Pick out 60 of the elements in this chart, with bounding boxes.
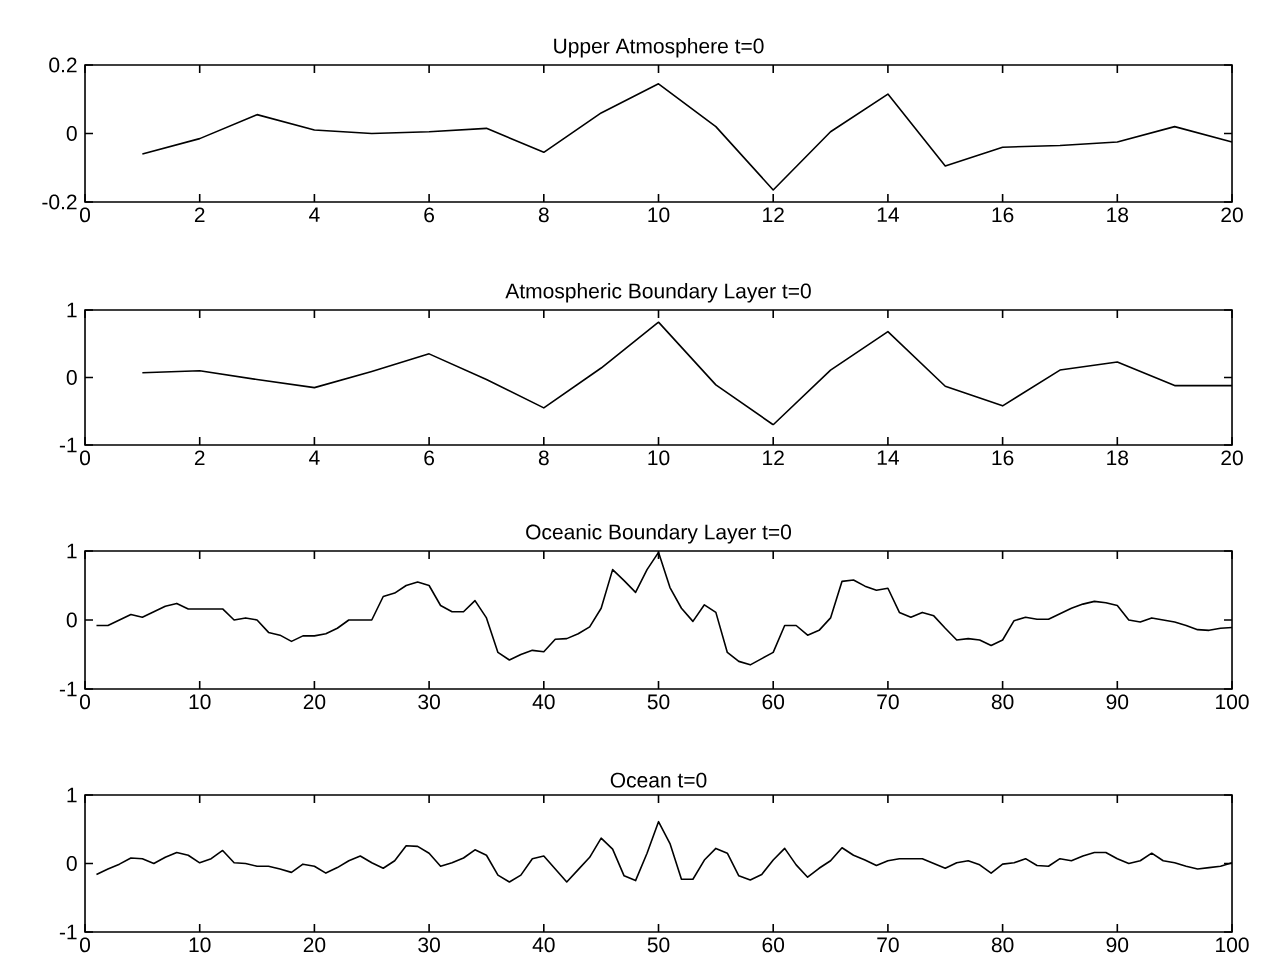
x-tick-label: 6 (424, 207, 435, 223)
y-tick-label: 0 (66, 856, 77, 871)
x-tick-label: 12 (763, 450, 784, 466)
y-tick-label: 0.2 (49, 57, 77, 73)
x-tick-label: 90 (1106, 937, 1129, 953)
x-tick-label: 8 (538, 450, 549, 466)
x-tick-label: 70 (877, 694, 899, 710)
x-tick-label: 2 (194, 207, 205, 223)
x-tick-label: 90 (1106, 694, 1129, 710)
x-tick-label: 60 (762, 694, 785, 710)
x-tick-label: 10 (648, 207, 670, 223)
y-tick-label: 0 (66, 126, 77, 141)
x-tick-label: 6 (424, 450, 435, 466)
x-tick-label: 10 (648, 450, 670, 466)
x-tick-label: 30 (418, 937, 440, 953)
y-tick-label: -1 (59, 437, 77, 453)
x-tick-label: 50 (647, 937, 670, 953)
x-tick-label: 40 (532, 694, 555, 710)
x-tick-label: 16 (992, 207, 1014, 223)
x-tick-label: 4 (309, 207, 320, 222)
x-tick-label: 60 (762, 937, 785, 953)
y-tick-label: -0.2 (42, 194, 77, 210)
chart-title: Upper Atmosphere t=0 (554, 38, 764, 58)
x-tick-label: 80 (991, 694, 1014, 710)
x-tick-label: 80 (991, 937, 1014, 953)
y-tick-label: 1 (67, 302, 77, 318)
x-tick-label: 20 (303, 694, 326, 710)
y-tick-label: 0 (66, 370, 77, 385)
x-tick-label: 18 (1107, 207, 1129, 223)
x-tick-label: 70 (877, 937, 899, 953)
x-tick-label: 30 (418, 694, 440, 710)
x-tick-label: 10 (189, 937, 211, 953)
x-tick-label: 8 (538, 207, 549, 223)
x-tick-label: 20 (303, 937, 326, 953)
x-tick-label: 0 (79, 207, 91, 223)
chart-title: Ocean t=0 (610, 772, 707, 788)
y-tick-label: 1 (67, 543, 77, 559)
x-tick-label: 100 (1216, 694, 1249, 710)
x-tick-label: 4 (309, 450, 320, 465)
y-tick-label: -1 (59, 681, 77, 697)
x-tick-label: 0 (79, 450, 91, 466)
x-tick-label: 14 (877, 207, 899, 222)
x-tick-label: 18 (1107, 450, 1129, 466)
chart-title: Oceanic Boundary Layer t=0 (526, 524, 792, 544)
x-tick-label: 14 (877, 450, 899, 465)
x-tick-label: 40 (532, 937, 555, 953)
x-tick-label: 0 (79, 937, 91, 953)
y-tick-label: 0 (66, 612, 77, 628)
chart-title: Atmospheric Boundary Layer t=0 (505, 283, 811, 303)
y-tick-label: 1 (67, 787, 77, 803)
x-tick-label: 2 (194, 450, 205, 466)
x-tick-label: 20 (1221, 450, 1243, 466)
x-tick-label: 10 (189, 694, 211, 710)
x-tick-label: 20 (1221, 207, 1243, 223)
x-tick-label: 16 (992, 450, 1014, 466)
x-tick-label: 100 (1216, 937, 1249, 953)
x-tick-label: 0 (79, 694, 91, 710)
y-tick-label: -1 (59, 924, 77, 940)
x-tick-label: 50 (647, 694, 670, 710)
x-tick-label: 12 (763, 207, 784, 223)
